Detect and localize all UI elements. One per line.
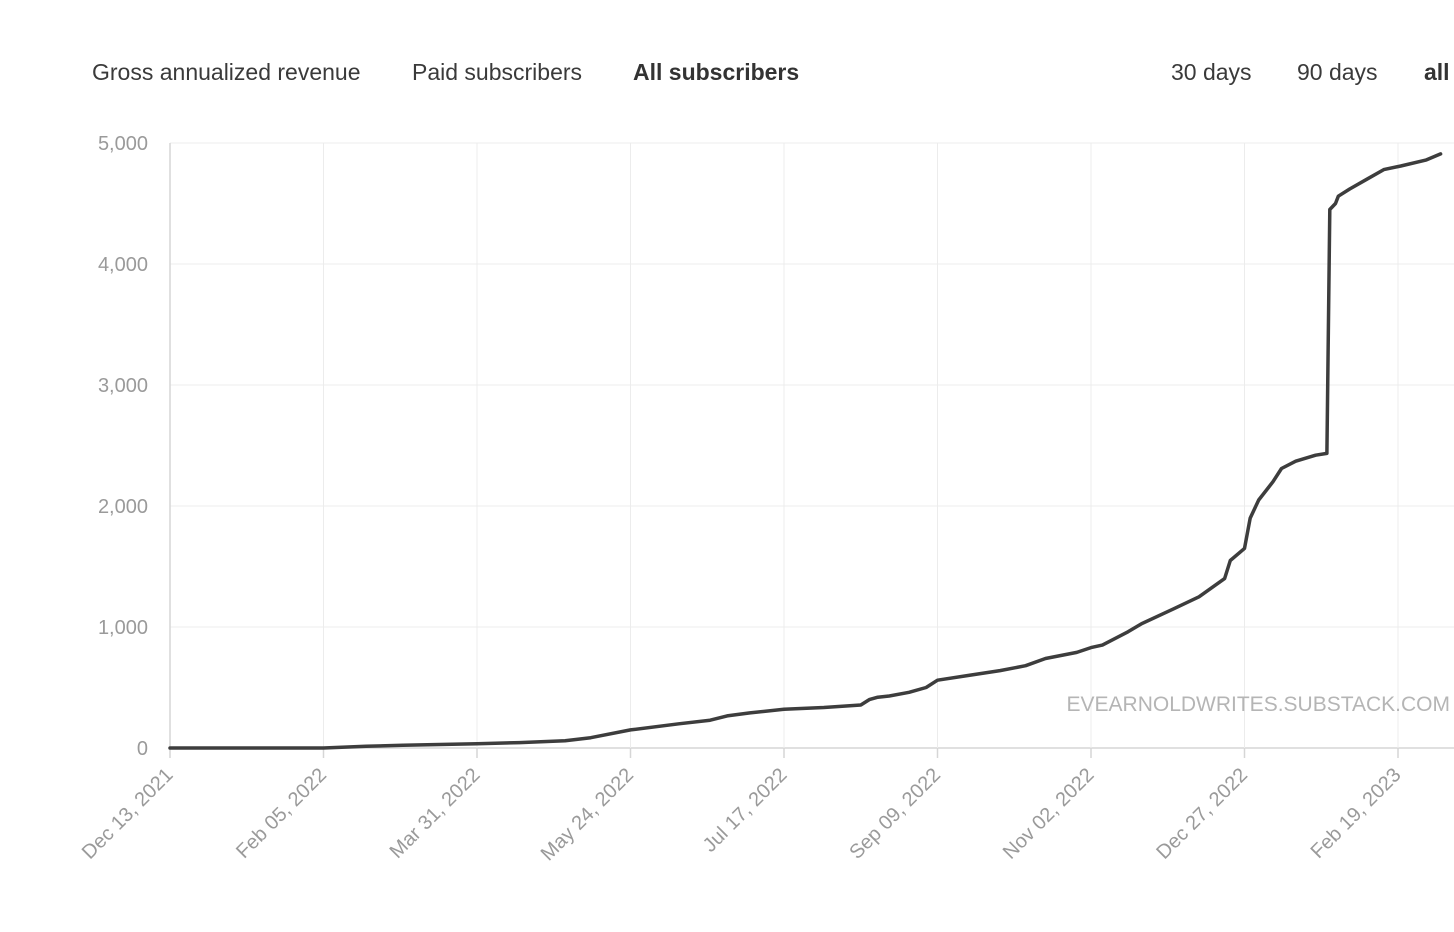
tab-paid-subscribers[interactable]: Paid subscribers [412,59,583,85]
x-tick-label: Jul 17, 2022 [699,764,792,857]
y-tick-label: 2,000 [98,496,148,518]
x-axis-ticks: Dec 13, 2021 Feb 05, 2022 Mar 31, 2022 May … [78,764,1406,865]
series-line [168,152,1443,750]
y-tick-label: 1,000 [98,617,148,639]
x-tick-label: Dec 27, 2022 [1152,764,1252,864]
y-tick-label: 3,000 [98,375,148,397]
range-30-days[interactable]: 30 days [1171,59,1252,85]
y-tick-label: 4,000 [98,254,148,276]
x-tick-label: Feb 19, 2023 [1307,764,1406,863]
chart-tabs: Gross annualized revenue Paid subscriber… [0,56,1454,88]
x-tick-label: Dec 13, 2021 [78,764,178,864]
grid [169,142,1454,758]
y-axis-ticks: 0 1,000 2,000 3,000 4,000 5,000 [98,133,148,760]
watermark: EVEARNOLDWRITES.SUBSTACK.COM [1067,693,1451,716]
series [168,152,1443,750]
x-tick-label: Nov 02, 2022 [999,764,1099,864]
tab-gross-annualized-revenue[interactable]: Gross annualized revenue [92,59,361,85]
x-tick-label: Feb 05, 2022 [232,764,331,863]
range-90-days[interactable]: 90 days [1297,59,1378,85]
y-tick-label: 5,000 [98,133,148,155]
tab-all-subscribers[interactable]: All subscribers [633,59,800,85]
x-tick-label: Sep 09, 2022 [845,764,945,864]
x-tick-label: May 24, 2022 [537,764,638,865]
range-all[interactable]: all [1424,59,1450,85]
x-tick-label: Mar 31, 2022 [386,764,485,863]
y-tick-label: 0 [137,738,148,760]
